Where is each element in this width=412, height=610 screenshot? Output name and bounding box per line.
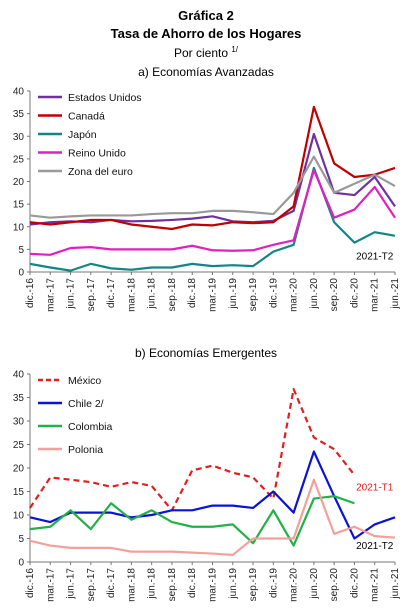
units-footnote: 1/ [231, 45, 238, 54]
y-tick-label: 15 [13, 200, 25, 211]
x-tick-label: mar.-19 [208, 568, 219, 602]
y-tick-label: 5 [18, 534, 24, 545]
chart-emerging-economies: b) Economías Emergentes 0 5 10 15 20 25 30 35 40 d… [13, 346, 401, 602]
series-line-mexico [29, 387, 356, 512]
x-tick-label: jun.-17 [66, 568, 77, 600]
y-tick-label: 40 [13, 370, 25, 381]
y-tick-label: 20 [13, 177, 25, 188]
x-tick-label: dic.-17 [106, 278, 117, 308]
x-tick-label: sep.-18 [167, 278, 178, 312]
y-tick-label: 5 [18, 245, 24, 256]
x-tick-label: sep.-20 [329, 568, 340, 602]
x-tick-label: sep.-17 [86, 278, 97, 312]
x-tick-label: dic.-18 [187, 568, 198, 598]
figure-units: Por ciento 1/ [174, 45, 239, 60]
x-tick-label: dic.-17 [106, 568, 117, 598]
legend-label-mexico: México [68, 375, 101, 387]
legend-label-polonia: Polonia [68, 444, 103, 456]
x-tick-label: jun.-21 [390, 278, 401, 310]
y-tick-label: 35 [13, 109, 25, 120]
x-tick-label: dic.-18 [187, 278, 198, 308]
y-tick-label: 15 [13, 487, 25, 498]
x-tick-label: jun.-19 [228, 568, 239, 600]
series-line-reino-unido [29, 169, 396, 256]
annotation-label: 2021-T2 [356, 252, 394, 263]
legend-label-estados-unidos: Estados Unidos [68, 92, 142, 104]
x-tick-label: mar.-18 [126, 568, 137, 602]
y-tick-label: 35 [13, 393, 25, 404]
legend-label-chile-2: Chile 2/ [68, 398, 104, 410]
series-line-colombia [29, 495, 355, 547]
x-tick-label: mar.-21 [370, 568, 381, 602]
x-tick-label: dic.-20 [349, 568, 360, 598]
x-tick-label: dic.-19 [268, 568, 279, 598]
series-line-canada [29, 105, 396, 231]
x-tick-label: mar.-20 [289, 278, 300, 312]
x-tick-label: dic.-19 [268, 278, 279, 308]
x-tick-label: mar.-21 [370, 278, 381, 312]
x-tick-label: jun.-20 [309, 568, 320, 600]
y-tick-label: 0 [18, 558, 24, 569]
y-tick-label: 10 [13, 222, 25, 233]
x-tick-label: sep.-17 [86, 568, 97, 602]
legend-label-reino-unido: Reino Unido [68, 148, 126, 160]
annotation-label: 2021-T1 [356, 482, 394, 493]
legend-label-zona-del-euro: Zona del euro [68, 166, 133, 178]
x-tick-label: dic.-16 [25, 278, 36, 308]
y-tick-label: 30 [13, 417, 25, 428]
x-tick-label: mar.-17 [45, 278, 56, 312]
y-tick-label: 10 [13, 511, 25, 522]
x-tick-label: jun.-18 [147, 568, 158, 600]
y-tick-label: 0 [18, 268, 24, 279]
y-tick-label: 30 [13, 132, 25, 143]
series-line-polonia [29, 478, 396, 557]
x-tick-label: mar.-18 [126, 278, 137, 312]
x-tick-label: dic.-20 [349, 278, 360, 308]
series-line-zona-del-euro [29, 155, 396, 219]
chart-title: b) Economías Emergentes [135, 346, 277, 360]
x-tick-label: dic.-16 [25, 568, 36, 598]
figure-title: Gráfica 2 [178, 8, 234, 23]
x-tick-label: sep.-18 [167, 568, 178, 602]
y-tick-label: 25 [13, 154, 25, 165]
x-tick-label: jun.-18 [147, 278, 158, 310]
chart-title: a) Economías Avanzadas [138, 65, 274, 79]
legend-label-colombia: Colombia [68, 421, 113, 433]
y-tick-label: 20 [13, 464, 25, 475]
x-tick-label: jun.-21 [390, 568, 401, 600]
units-label: Por ciento [174, 46, 228, 60]
x-tick-label: mar.-17 [45, 568, 56, 602]
x-tick-label: sep.-20 [329, 278, 340, 312]
series-line-japon [29, 166, 396, 272]
chart-advanced-economies: a) Economías Avanzadas 0 5 10 15 20 25 30 35 40 di… [13, 65, 401, 312]
x-tick-label: jun.-19 [228, 278, 239, 310]
x-tick-label: sep.-19 [248, 568, 259, 602]
x-tick-label: mar.-19 [208, 278, 219, 312]
x-tick-label: jun.-17 [66, 278, 77, 310]
x-tick-label: jun.-20 [309, 278, 320, 310]
x-tick-label: mar.-20 [289, 568, 300, 602]
y-tick-label: 40 [13, 87, 25, 98]
legend-label-canada: Canadá [68, 111, 105, 123]
y-tick-label: 25 [13, 440, 25, 451]
figure-subtitle: Tasa de Ahorro de los Hogares [111, 26, 302, 41]
annotation-label: 2021-T2 [356, 541, 394, 552]
series-line-chile-2 [29, 450, 396, 540]
legend-label-japon: Japón [68, 129, 97, 141]
x-tick-label: sep.-19 [248, 278, 259, 312]
